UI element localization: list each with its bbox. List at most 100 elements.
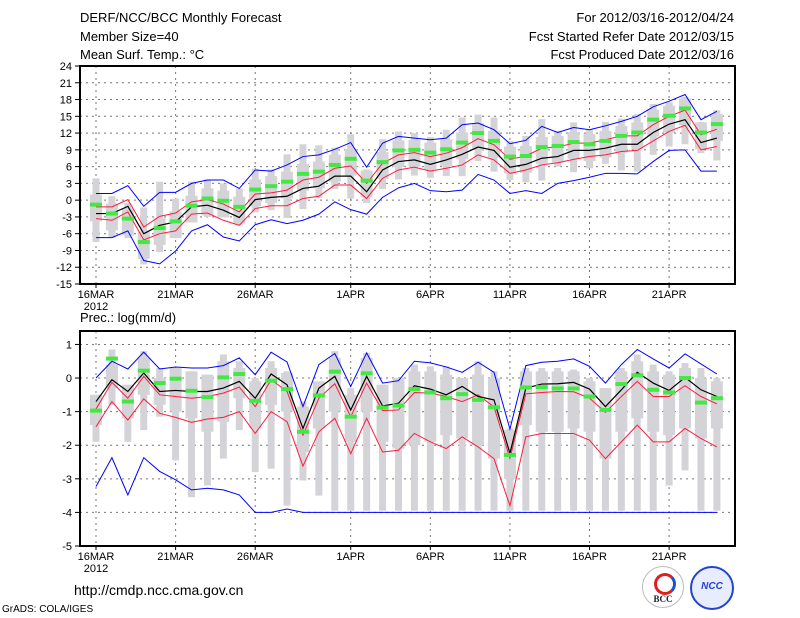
- y-tick-label: 1: [66, 339, 72, 351]
- ensemble-whisker: [522, 367, 530, 511]
- marker-bar: [440, 396, 453, 401]
- ensemble-box: [265, 367, 278, 405]
- marker-bar: [121, 216, 134, 221]
- ensemble-box: [392, 378, 405, 449]
- ensemble-box: [551, 371, 564, 432]
- x-tick-label: 21MAR: [157, 551, 194, 563]
- ensemble-box: [376, 384, 389, 442]
- marker-bar: [535, 145, 548, 150]
- y-tick-label: -9: [62, 245, 72, 257]
- y-tick-label: -2: [62, 440, 72, 452]
- year-label: 2012: [84, 301, 108, 313]
- marker-bar: [519, 385, 532, 390]
- max-line: [95, 348, 718, 432]
- spread-high-line: [95, 375, 718, 461]
- mean-line: [96, 118, 718, 235]
- ensemble-box: [583, 381, 596, 432]
- marker-bar: [424, 390, 437, 395]
- y-tick-label: 15: [60, 111, 72, 123]
- started-date: Fcst Started Refer Date 2012/03/15: [528, 29, 734, 44]
- ensemble-whisker: [172, 367, 180, 461]
- y-tick-label: 0: [66, 373, 72, 385]
- marker-bar: [694, 130, 707, 135]
- y-tick-label: 6: [66, 162, 72, 174]
- x-tick-label: 16APR: [572, 551, 607, 563]
- marker-bar: [105, 356, 118, 361]
- marker-bar: [376, 160, 389, 165]
- marker-bar: [265, 378, 278, 383]
- marker-bar: [503, 154, 516, 159]
- ensemble-whisker: [617, 367, 625, 511]
- y-tick-label: 0: [66, 195, 72, 207]
- marker-bar: [679, 376, 692, 381]
- y-tick-label: 24: [60, 61, 72, 73]
- marker-bar: [599, 138, 612, 143]
- ensemble-box: [312, 381, 325, 429]
- ensemble-box: [344, 148, 357, 176]
- x-tick-label: 21APR: [652, 289, 687, 301]
- ensemble-box: [281, 171, 294, 199]
- marker-bar: [408, 147, 421, 152]
- marker-bar: [185, 203, 198, 208]
- y-tick-label: 3: [66, 178, 72, 190]
- ensemble-box: [392, 140, 405, 168]
- figure-title: DERF/NCC/BCC Monthly Forecast: [80, 10, 282, 25]
- marker-bar: [392, 403, 405, 408]
- min-line: [96, 149, 717, 265]
- ensemble-box: [121, 208, 134, 236]
- marker-bar: [710, 396, 723, 401]
- ensemble-box: [663, 105, 676, 133]
- ensemble-box: [710, 114, 723, 141]
- ensemble-box: [519, 371, 532, 426]
- marker-bar: [201, 395, 214, 400]
- ensemble-box: [535, 136, 548, 164]
- spread-low-line: [95, 398, 718, 508]
- marker-bar: [153, 226, 166, 231]
- marker-bar: [663, 390, 676, 395]
- ensemble-box: [376, 152, 389, 179]
- ensemble-box: [249, 179, 262, 207]
- marker-bar: [663, 113, 676, 118]
- ensemble-box: [615, 125, 628, 153]
- ensemble-box: [599, 130, 612, 158]
- ensemble-whisker: [538, 367, 546, 511]
- ensemble-box: [233, 196, 246, 224]
- marker-bar: [281, 387, 294, 392]
- ensemble-box: [488, 130, 500, 158]
- ensemble-whisker: [633, 354, 641, 511]
- ensemble-box: [679, 98, 692, 126]
- marker-bar: [296, 429, 309, 434]
- ensemble-box: [105, 203, 118, 231]
- marker-bar: [344, 414, 357, 419]
- bcc-emblem-icon: [654, 573, 676, 595]
- temperature-panel: 24 21 18 15 12 9 6 3 0 -3 -6 -9 -12 -15 16MAR 21MAR 26MA…: [56, 61, 736, 313]
- marker-bar: [647, 117, 660, 122]
- source-url[interactable]: http://cmdp.ncc.cma.gov.cn: [74, 582, 244, 598]
- variable-label: Mean Surf. Temp.: °C: [80, 47, 205, 62]
- y-tick-label: -6: [62, 229, 72, 241]
- marker-bar: [408, 387, 421, 392]
- y-tick-label: -15: [56, 279, 72, 291]
- plot-frame: [79, 65, 736, 285]
- ensemble-box: [90, 194, 102, 222]
- marker-bar: [615, 133, 628, 138]
- x-tick-label: 26MAR: [237, 289, 274, 301]
- marker-bar: [567, 140, 580, 145]
- x-tick-label: 26MAR: [237, 551, 274, 563]
- ensemble-box: [424, 142, 437, 170]
- marker-bar: [551, 386, 564, 391]
- ensemble-whisker: [554, 367, 562, 511]
- ensemble-box: [169, 367, 182, 412]
- marker-bar: [567, 386, 580, 391]
- y-tick-label: -3: [62, 474, 72, 486]
- y-tick-label: -4: [62, 507, 72, 519]
- ensemble-whisker: [649, 364, 657, 511]
- marker-bar: [360, 371, 373, 376]
- ensemble-box: [185, 195, 198, 223]
- marker-bar: [344, 156, 357, 161]
- max-line: [96, 93, 718, 208]
- marker-bar: [153, 381, 166, 386]
- forecast-period: For 2012/03/16-2012/04/24: [576, 10, 734, 25]
